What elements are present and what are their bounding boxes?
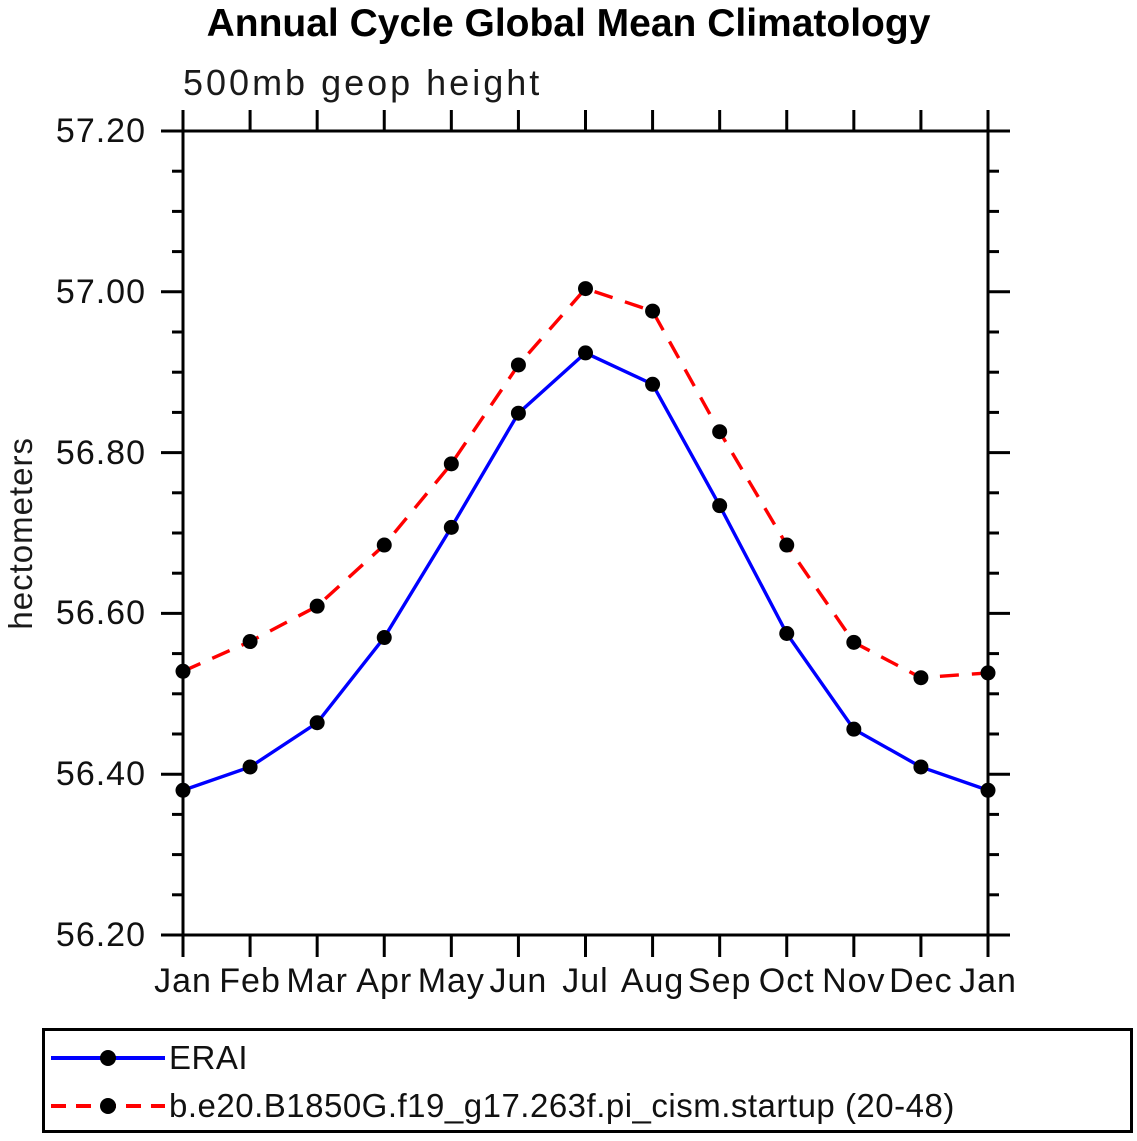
x-axis-ticks — [181, 110, 990, 957]
legend-label-model: b.e20.B1850G.f19_g17.263f.pi_cism.startu… — [169, 1087, 955, 1124]
legend: ERAI b.e20.B1850G.f19_g17.263f.pi_cism.s… — [42, 1028, 1133, 1133]
legend-line-sample-model-icon — [51, 1098, 165, 1114]
chart-subtitle: 500mb geop height — [183, 62, 543, 103]
series-markers-model — [175, 281, 996, 686]
legend-line-sample-erai-icon — [51, 1050, 165, 1066]
legend-row-erai: ERAI — [49, 1036, 248, 1080]
y-axis-ticks — [161, 129, 1010, 937]
legend-label-erai: ERAI — [169, 1039, 249, 1076]
series-line-erai — [182, 350, 989, 792]
legend-row-model: b.e20.B1850G.f19_g17.263f.pi_cism.startu… — [49, 1084, 955, 1128]
plot-frame — [181, 129, 990, 937]
chart-title: Annual Cycle Global Mean Climatology — [206, 2, 931, 45]
series-markers-erai — [175, 345, 996, 798]
